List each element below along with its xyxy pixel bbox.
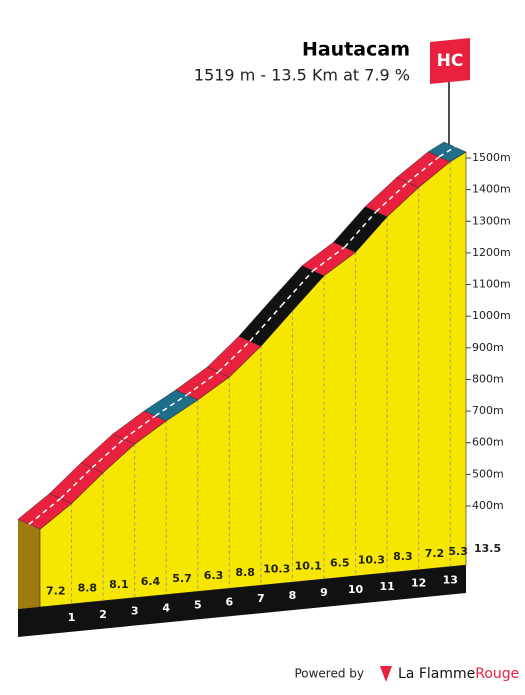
x-tick-label: 13.5 xyxy=(474,542,501,555)
x-tick-label: 13 xyxy=(443,574,458,587)
y-tick-label: 1400m xyxy=(472,183,511,196)
gradient-label: 6.5 xyxy=(330,556,350,569)
gradient-label: 10.1 xyxy=(295,560,322,573)
x-tick-label: 2 xyxy=(99,608,107,621)
plot: 7.2 8.8 8.1 6.4 5.7 6.3 8.8 10.3 10.1 6.5 10.3 8.3 7… xyxy=(17,141,511,637)
gradient-label: 8.8 xyxy=(78,581,98,594)
x-tick-label: 3 xyxy=(131,605,139,618)
gradient-label: 10.3 xyxy=(263,563,290,576)
y-tick-label: 900m xyxy=(472,341,504,354)
hc-flag xyxy=(430,38,470,84)
y-tick-label: 400m xyxy=(472,499,504,512)
y-tick-label: 1300m xyxy=(472,214,511,227)
gradient-label: 10.3 xyxy=(358,553,385,566)
brand: La FlammeRouge xyxy=(398,666,519,682)
band-dash xyxy=(154,394,188,417)
gradient-label: 8.8 xyxy=(235,566,255,579)
x-tick-label: 7 xyxy=(257,592,265,605)
logo xyxy=(380,666,392,682)
gradient-label: 5.3 xyxy=(448,545,468,558)
band-dash xyxy=(343,211,377,248)
band-dash xyxy=(217,340,251,373)
y-tick-label: 600m xyxy=(472,436,504,449)
y-tick-label: 1200m xyxy=(472,246,511,259)
chart-subtitle: 1519 m - 13.5 Km at 7.9 % xyxy=(194,66,410,85)
gradient-label: 6.3 xyxy=(204,569,224,582)
gradient-label: 5.7 xyxy=(172,572,192,585)
gradient-label: 8.3 xyxy=(393,550,413,563)
y-tick-label: 700m xyxy=(472,404,504,417)
band-dash xyxy=(249,305,283,342)
y-tick-label: 500m xyxy=(472,467,504,480)
gradient-label: 7.2 xyxy=(46,584,66,597)
y-tick-label: 1500m xyxy=(472,151,511,164)
x-tick-label: 11 xyxy=(379,580,394,593)
band-dash xyxy=(438,146,456,158)
band-dash xyxy=(186,371,219,396)
x-tick-label: 10 xyxy=(348,583,364,596)
x-tick-label: 8 xyxy=(289,589,297,602)
y-tick-label: 1100m xyxy=(472,278,511,291)
x-tick-label: 1 xyxy=(68,611,76,624)
band-dash xyxy=(312,246,346,272)
band-dash xyxy=(375,181,409,213)
hc-badge: HC xyxy=(437,51,464,71)
front-face xyxy=(18,519,40,609)
x-tick-label: 5 xyxy=(194,598,202,611)
band-dash xyxy=(91,438,125,469)
brand-1: La Flamme xyxy=(398,666,475,682)
x-tick-label: 12 xyxy=(411,577,426,590)
band-dash xyxy=(280,270,314,307)
x-tick-label: 6 xyxy=(226,595,234,608)
profile-area xyxy=(39,151,467,608)
powered-by: Powered by xyxy=(294,667,364,681)
x-tick-label: 4 xyxy=(162,602,170,615)
y-tick-label: 800m xyxy=(472,372,504,385)
band-dash xyxy=(123,415,156,440)
x-tick-label: 9 xyxy=(320,586,328,599)
y-tick-label: 1000m xyxy=(472,309,511,322)
base-strip xyxy=(18,565,466,637)
brand-2: Rouge xyxy=(475,666,519,682)
gradient-label: 7.2 xyxy=(425,547,445,560)
gradient-label: 6.4 xyxy=(141,575,161,588)
gradient-label: 8.1 xyxy=(109,578,129,591)
band-dash xyxy=(60,467,93,500)
band-dash xyxy=(407,156,440,184)
band-dash xyxy=(28,497,62,525)
chart-title: Hautacam xyxy=(302,39,410,61)
